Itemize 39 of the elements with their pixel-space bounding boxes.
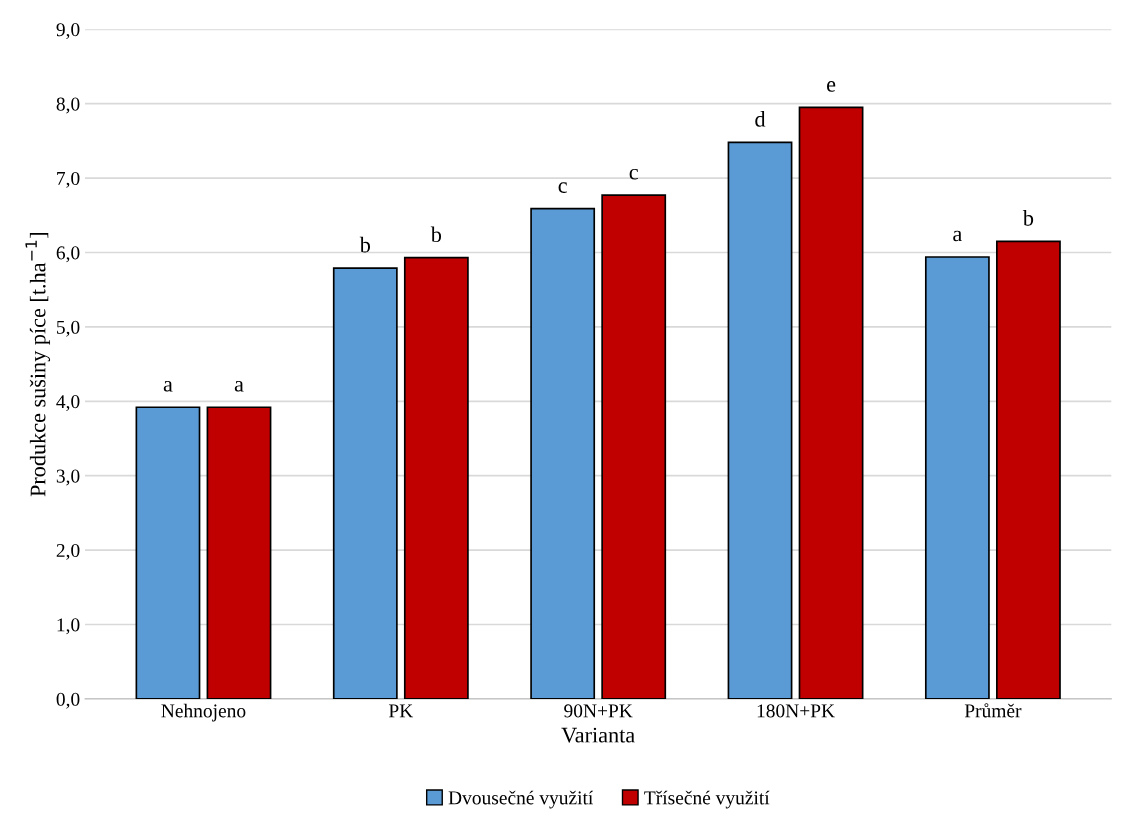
y-tick-label: 0,0 (56, 692, 80, 709)
bar (332, 267, 398, 699)
x-tick-label: Nehnojeno (161, 703, 246, 722)
bar (206, 406, 272, 699)
annotation: a (163, 380, 173, 392)
x-axis-title: Varianta (561, 727, 635, 743)
annotation: c (629, 168, 638, 180)
y-tick-label: 9,0 (56, 23, 80, 40)
x-tick-label: 180N+PK (757, 704, 835, 718)
annotation: c (558, 182, 567, 193)
annotation: b (1022, 210, 1034, 226)
y-axis-title: Produkce sušiny píce [t.ha$^{−1}$] (25, 232, 51, 497)
annotation: b (359, 236, 371, 253)
bar (727, 141, 793, 699)
legend-label: Třísečné využití (644, 790, 770, 809)
y-tick-label: 2,0 (56, 543, 80, 560)
annotation: a (234, 380, 244, 392)
bar (601, 194, 667, 699)
annotation: a (953, 230, 963, 242)
x-tick-label: Průměr (964, 703, 1022, 718)
bar (403, 256, 469, 699)
annotation: e (827, 81, 836, 92)
bar (530, 207, 596, 699)
y-tick-label: 6,0 (56, 246, 80, 263)
y-tick-label: 8,0 (56, 97, 80, 114)
y-tick-label: 5,0 (57, 320, 80, 337)
y-tick-label: 4,0 (56, 395, 80, 412)
y-tick-label: 3,0 (56, 469, 80, 486)
bar (135, 406, 201, 699)
annotation: b (430, 226, 442, 243)
x-tick-label: 90N+PK (564, 704, 633, 718)
y-tick-label: 7,0 (57, 171, 80, 188)
x-tick-label: PK (388, 704, 414, 718)
bar (798, 106, 864, 699)
annotation: d (755, 111, 766, 127)
legend-label: Dvousečné využití (448, 790, 594, 809)
bar (996, 240, 1061, 699)
bar (924, 256, 990, 699)
y-tick-label: 1,0 (57, 618, 80, 635)
